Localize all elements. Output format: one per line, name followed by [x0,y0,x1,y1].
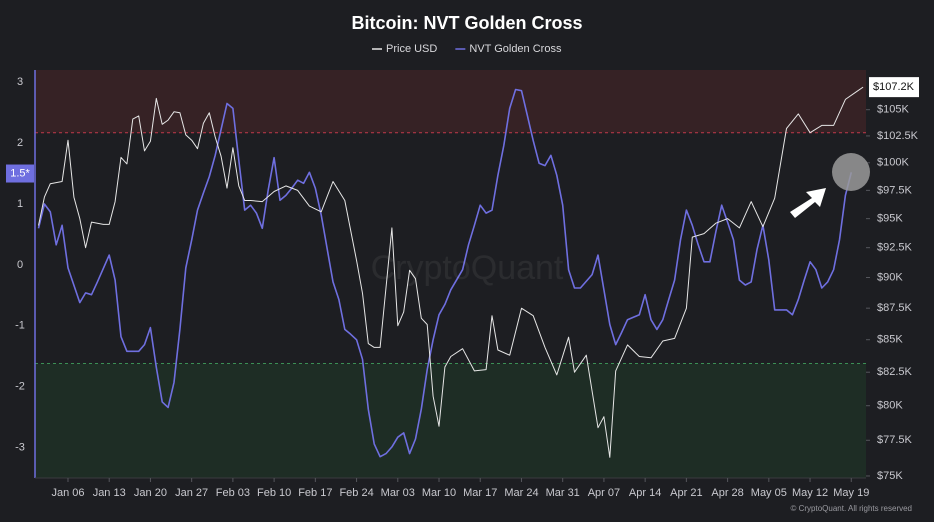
x-tick-label: Feb 17 [298,487,332,499]
y2-tick-label: $87.5K [877,302,913,314]
x-tick-label: Mar 17 [463,487,497,499]
y2-tick-label: $80K [877,400,903,412]
y-tick-label: 0 [17,259,23,271]
y2-tick-label: $100K [877,157,909,169]
x-tick-label: Mar 03 [381,487,415,499]
x-tick-label: Apr 07 [588,487,620,499]
y2-tick-label: $75K [877,470,903,482]
legend-label: NVT Golden Cross [469,43,562,55]
x-tick-label: May 19 [833,487,869,499]
y2-tick-label: $77.5K [877,434,913,446]
current-price-box [869,77,919,98]
series-line [38,86,864,458]
x-tick-label: Apr 21 [670,487,702,499]
current-value-label: 1.5* [10,167,30,179]
y-tick-label: -2 [15,381,25,393]
y2-tick-label: $95K [877,213,903,225]
y-tick-label: 2 [17,137,23,149]
y2-tick-label: $90K [877,271,903,283]
series-line [37,88,853,458]
current-value-box [6,164,34,183]
y-tick-label: -1 [15,320,25,332]
y2-tick-label: $92.5K [877,242,913,254]
x-tick-label: Jan 20 [134,487,167,499]
x-tick-label: Jan 13 [93,487,126,499]
y2-tick-label: $105K [877,104,909,116]
x-tick-label: Mar 24 [504,487,538,499]
y2-tick-label: $102.5K [877,130,919,142]
y2-tick-label: $82.5K [877,366,913,378]
x-tick-label: Jan 06 [51,487,84,499]
plot-area: -3 -2 -1 0 1 2 3 $75K $77.5K $80K $82.5K $85K $87.5K… [6,70,919,499]
y2-tick-label: $85K [877,334,903,346]
y2-tick-label: $97.5K [877,184,913,196]
annotation-arrow [790,188,826,218]
x-tick-label: May 12 [792,487,828,499]
y-tick-label: -3 [15,441,25,453]
x-tick-label: Apr 14 [629,487,661,499]
oversold-zone [35,363,866,478]
annotation-circle [832,153,870,191]
x-tick-label: Jan 27 [175,487,208,499]
x-tick-label: Mar 10 [422,487,456,499]
y-tick-label: 3 [17,76,23,88]
x-tick-label: May 05 [751,487,787,499]
x-tick-label: Mar 31 [546,487,580,499]
watermark: CryptoQuant [371,249,564,287]
footer: © CryptoQuant. All rights reserved [791,504,913,513]
chart-title: Bitcoin: NVT Golden Cross [351,13,582,33]
legend-label: Price USD [386,43,437,55]
y-tick-label: 1 [17,198,23,210]
x-tick-label: Feb 24 [339,487,373,499]
overbought-zone [35,70,866,133]
x-tick-label: Apr 28 [711,487,743,499]
x-tick-label: Feb 03 [216,487,250,499]
current-price-label: $107.2K [873,81,915,93]
x-tick-label: Feb 10 [257,487,291,499]
